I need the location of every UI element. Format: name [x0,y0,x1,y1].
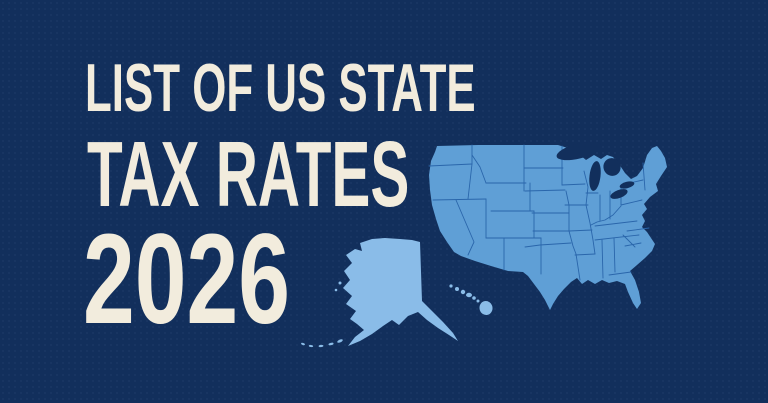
alaska-group [301,238,458,348]
contiguous-us-shape [429,145,667,310]
aleutian-islands [301,281,343,348]
state-borders [428,144,650,281]
title-line-2: TAX RATES [87,122,410,226]
alaska-shape [343,238,458,346]
great-lakes [556,141,635,199]
year-text: 2026 [83,208,291,351]
us-map-graphic [301,141,667,348]
title-line-1: LIST OF US STATE [85,50,476,126]
contiguous-us-group [428,141,667,310]
hawaii-islands [449,284,493,315]
